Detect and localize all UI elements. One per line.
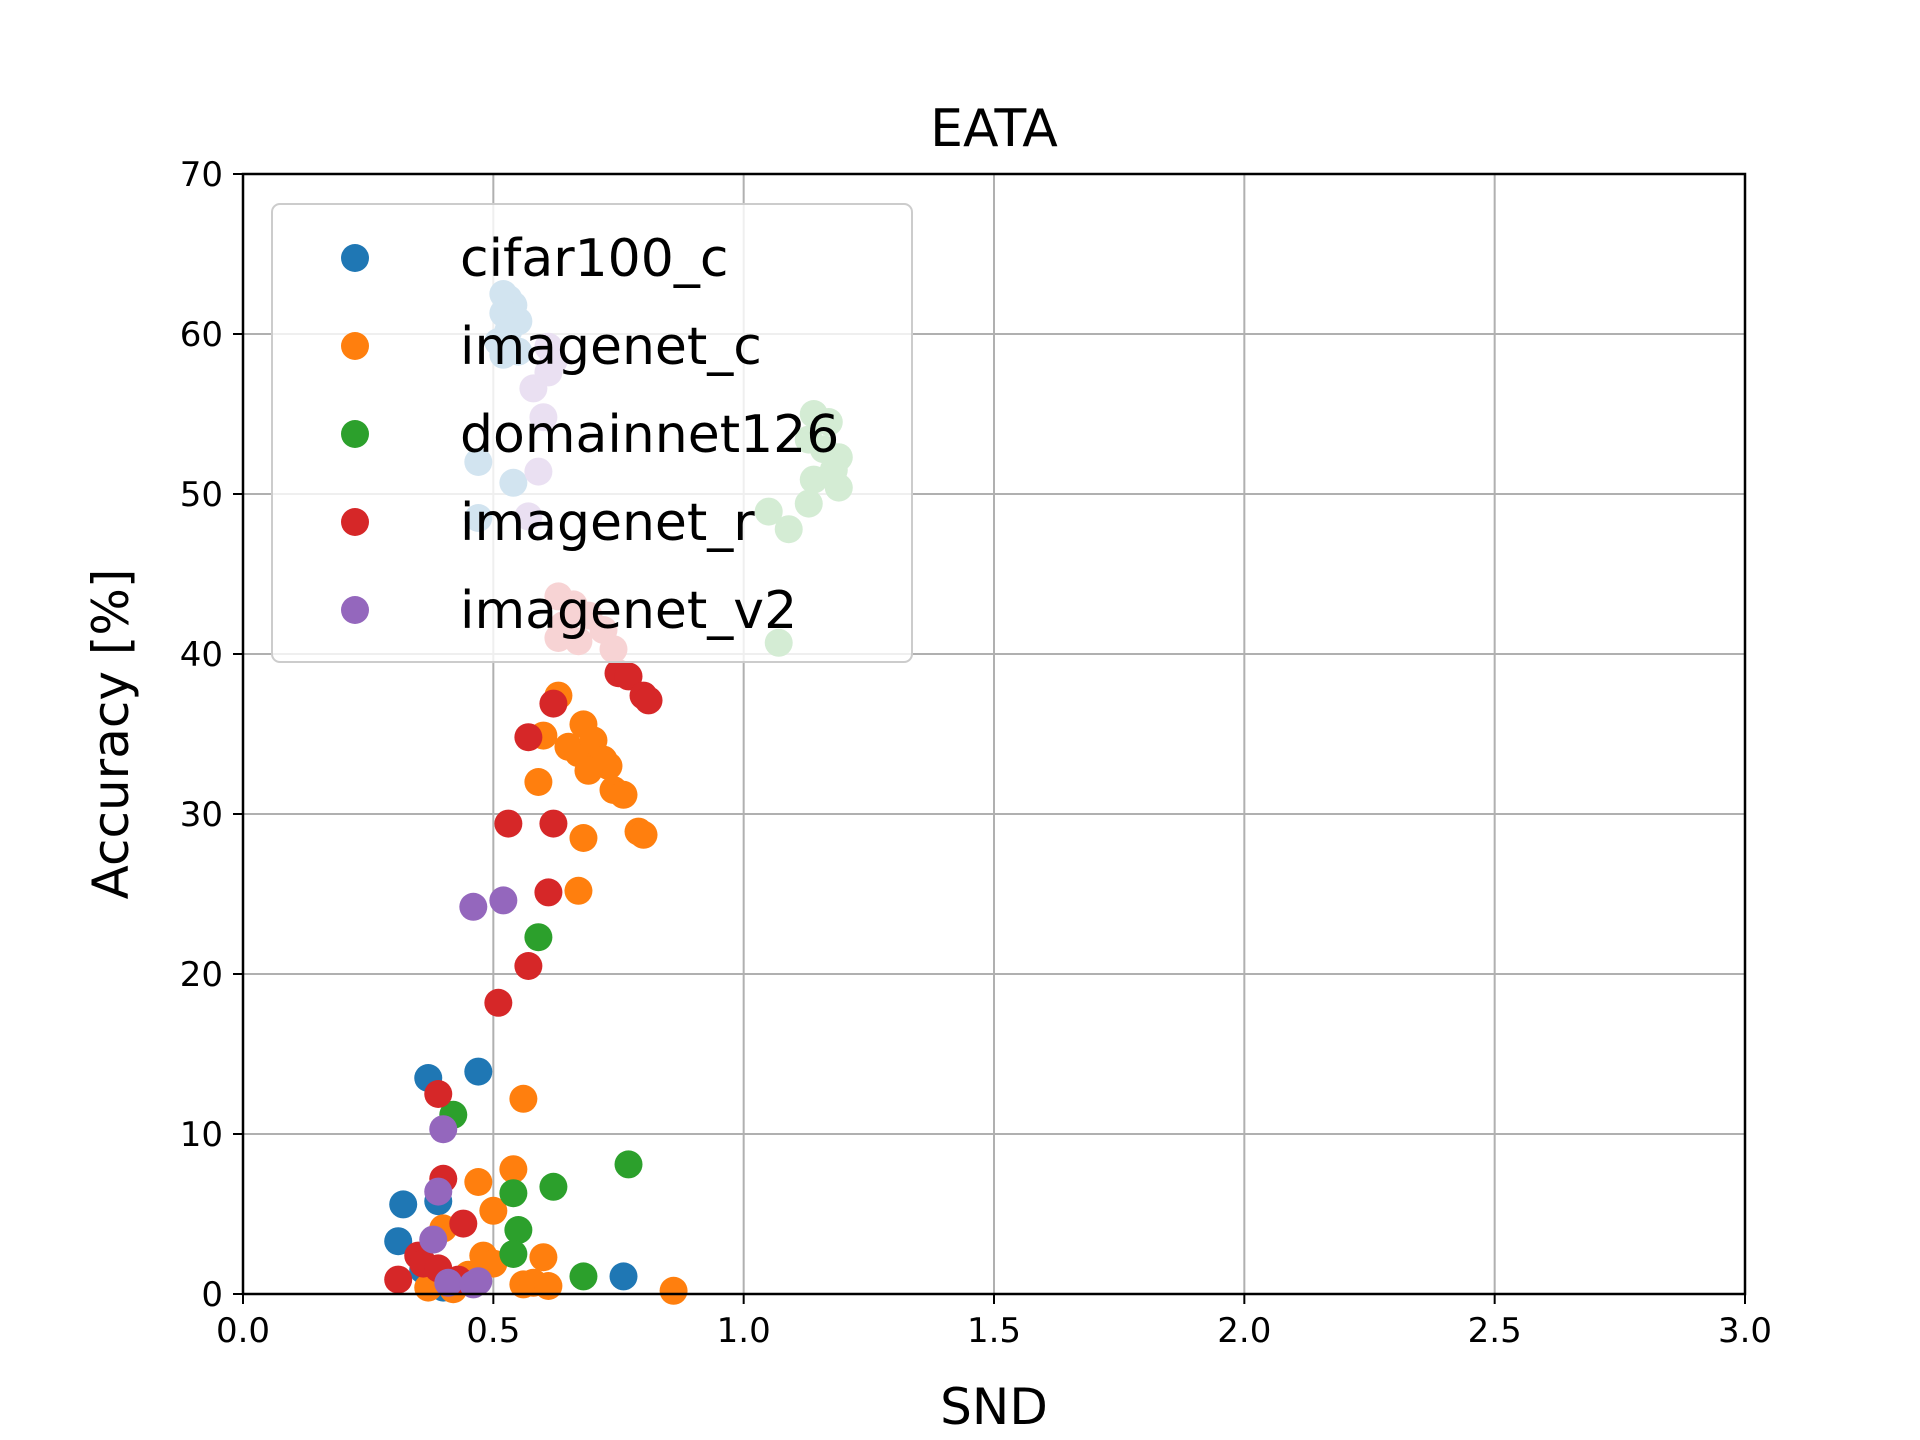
data-point (539, 689, 568, 718)
data-point (514, 952, 543, 980)
x-tick-label: 0.5 (466, 1311, 520, 1351)
data-point (499, 1179, 528, 1208)
legend-marker (341, 332, 369, 360)
data-point (384, 1265, 413, 1294)
data-point (489, 886, 518, 915)
data-point (609, 1262, 638, 1291)
legend-marker (341, 596, 369, 624)
x-tick-label: 3.0 (1718, 1311, 1772, 1351)
data-point (534, 1272, 563, 1300)
data-point (384, 1227, 413, 1256)
chart-title: EATA (930, 99, 1058, 159)
legend: cifar100_c imagenet_c domainnet126 imagenet… (271, 203, 913, 663)
ticks-layer: 0.0 0.5 1.0 1.5 2.0 2.5 3.0 0 10 20 30 40 50 60 70 (180, 155, 1772, 1351)
data-point (539, 809, 568, 838)
data-point (459, 892, 488, 921)
legend-marker (341, 508, 369, 536)
legend-label: imagenet_r (460, 493, 755, 553)
data-point (479, 1196, 508, 1225)
data-point (524, 923, 553, 952)
legend-label: domainnet126 (460, 405, 839, 465)
data-point (609, 780, 638, 809)
data-point (464, 1057, 493, 1086)
x-tick-label: 0.0 (216, 1311, 270, 1351)
data-point (629, 820, 658, 849)
series-imagenet_c (414, 681, 688, 1305)
data-point (424, 1177, 453, 1206)
data-point (424, 1080, 453, 1108)
data-point (529, 1243, 558, 1272)
y-tick-label: 70 (180, 155, 223, 195)
y-tick-label: 30 (180, 795, 223, 835)
x-tick-label: 1.5 (967, 1311, 1021, 1351)
data-point (499, 1240, 528, 1268)
data-point (574, 756, 603, 785)
data-point (659, 1276, 688, 1305)
legend-label: imagenet_v2 (460, 581, 797, 641)
x-tick-label: 2.5 (1468, 1311, 1522, 1351)
y-tick-label: 50 (180, 475, 223, 515)
data-point (509, 1084, 538, 1113)
y-tick-label: 10 (180, 1115, 223, 1155)
data-point (534, 878, 563, 907)
data-point (514, 723, 543, 752)
data-point (429, 1115, 458, 1144)
legend-box (271, 203, 913, 663)
data-point (614, 662, 643, 691)
data-point (449, 1209, 478, 1238)
data-point (434, 1268, 463, 1297)
data-point (564, 876, 593, 905)
data-point (569, 824, 598, 852)
data-point (464, 1168, 493, 1196)
data-point (499, 1155, 528, 1184)
x-tick-label: 2.0 (1217, 1311, 1271, 1351)
x-axis-label: SND (940, 1378, 1048, 1436)
data-point (569, 1262, 598, 1291)
data-point (484, 988, 513, 1017)
data-point (494, 809, 523, 838)
legend-label: cifar100_c (460, 229, 728, 289)
data-point (504, 1216, 533, 1244)
data-point (539, 1172, 568, 1201)
y-tick-label: 40 (180, 635, 223, 675)
data-point (419, 1225, 448, 1254)
data-point (614, 1150, 643, 1179)
y-tick-label: 0 (201, 1275, 223, 1315)
x-tick-label: 1.0 (717, 1311, 771, 1351)
data-point (634, 686, 663, 715)
legend-label: imagenet_c (460, 317, 762, 377)
legend-marker (341, 420, 369, 448)
data-point (524, 768, 553, 796)
legend-marker (341, 244, 369, 272)
data-point (464, 1267, 493, 1296)
y-tick-label: 20 (180, 955, 223, 995)
data-point (389, 1190, 418, 1219)
y-tick-label: 60 (180, 315, 223, 355)
y-axis-label: Accuracy [%] (82, 569, 140, 900)
